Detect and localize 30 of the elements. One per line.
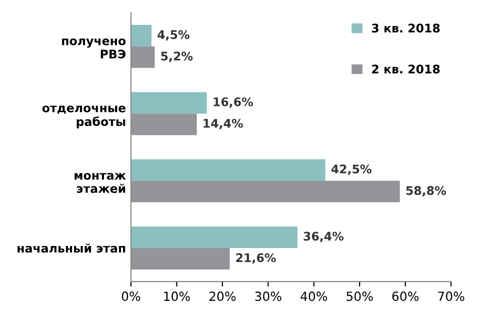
y-tick-label: отделочные работы <box>42 106 126 128</box>
bar <box>130 114 197 136</box>
data-label: 16,6% <box>214 97 253 108</box>
x-tick-label: 20% <box>209 292 236 301</box>
legend-label: 2 кв. 2018 <box>372 64 440 74</box>
bar <box>130 24 152 46</box>
x-tick-label: 30% <box>255 292 282 301</box>
x-tick-label: 50% <box>346 292 373 301</box>
bar <box>130 248 230 270</box>
x-tick-label: 40% <box>300 292 328 301</box>
data-label: 4,5% <box>158 30 190 41</box>
y-tick-label: начальный этап <box>18 243 126 253</box>
y-tick-label: получено РВЭ <box>62 38 126 59</box>
data-label: 36,4% <box>304 232 344 242</box>
data-label: 42,5% <box>331 164 372 175</box>
bar <box>130 226 298 248</box>
data-label: 58,8% <box>406 186 446 196</box>
bar <box>130 92 207 114</box>
x-tick-label: 70% <box>438 292 464 301</box>
legend-label: 3 кв. 2018 <box>372 24 440 33</box>
y-tick-label: монтаж этажей <box>74 172 126 193</box>
x-tick-label: 0% <box>122 292 140 301</box>
bar <box>130 159 326 181</box>
bar <box>130 46 155 68</box>
bar <box>130 180 400 202</box>
data-label: 14,4% <box>204 118 243 130</box>
x-tick-label: 60% <box>392 292 419 301</box>
x-tick-label: 10% <box>164 292 190 301</box>
data-label: 5,2% <box>161 52 193 62</box>
data-label: 21,6% <box>236 253 276 264</box>
